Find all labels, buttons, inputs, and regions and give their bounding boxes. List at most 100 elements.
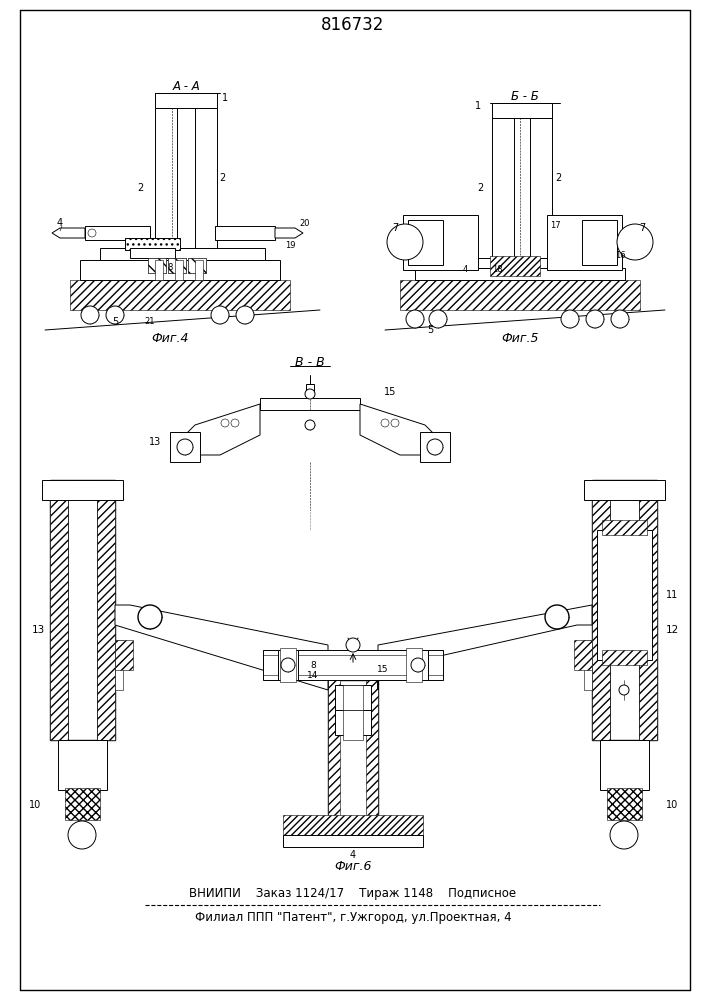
Text: 5: 5 (112, 317, 118, 327)
Polygon shape (70, 280, 290, 310)
Text: 15: 15 (384, 387, 396, 397)
Bar (148, 258, 166, 273)
Bar (328, 680, 378, 825)
Bar (607, 788, 642, 820)
Bar (188, 258, 206, 273)
Circle shape (305, 389, 315, 399)
Polygon shape (275, 228, 303, 238)
Bar (602, 520, 647, 535)
Text: 19: 19 (285, 240, 296, 249)
Bar (280, 648, 296, 682)
Bar (574, 640, 592, 670)
Text: 2: 2 (555, 173, 561, 183)
Bar (168, 258, 186, 273)
Circle shape (387, 224, 423, 260)
Circle shape (231, 419, 239, 427)
Bar (188, 258, 206, 273)
Text: 816732: 816732 (321, 16, 385, 34)
Bar (155, 93, 217, 108)
Text: 2: 2 (219, 173, 225, 183)
Text: 1: 1 (222, 93, 228, 103)
Text: Б - Б: Б - Б (511, 90, 539, 103)
Text: 14: 14 (308, 670, 319, 680)
Bar (492, 118, 514, 258)
Text: 13: 13 (31, 625, 45, 635)
Text: 4: 4 (350, 850, 356, 860)
Bar (130, 248, 175, 258)
Bar (155, 260, 163, 280)
Text: 15: 15 (378, 666, 389, 674)
Bar (406, 648, 422, 682)
Bar (50, 480, 68, 740)
Circle shape (381, 419, 389, 427)
Circle shape (221, 419, 229, 427)
Circle shape (545, 605, 569, 629)
Circle shape (346, 638, 360, 652)
Text: А - А: А - А (173, 80, 201, 93)
Circle shape (611, 310, 629, 328)
Bar (366, 680, 378, 825)
Circle shape (177, 439, 193, 455)
Text: Филиал ППП "Патент", г.Ужгород, ул.Проектная, 4: Филиал ППП "Патент", г.Ужгород, ул.Проек… (194, 912, 511, 924)
Text: 2: 2 (137, 183, 143, 193)
Bar (435, 258, 605, 268)
Bar (415, 268, 625, 280)
Bar (323, 655, 383, 675)
Bar (195, 108, 217, 248)
Bar (592, 480, 610, 740)
Bar (100, 248, 265, 260)
Text: Фиг.4: Фиг.4 (151, 332, 189, 344)
Bar (492, 103, 552, 118)
Text: 7: 7 (639, 223, 645, 233)
Bar (283, 835, 423, 847)
Bar (306, 384, 314, 392)
Bar (278, 650, 298, 680)
Circle shape (586, 310, 604, 328)
Bar (115, 640, 133, 670)
Bar (215, 226, 275, 240)
Text: 20: 20 (300, 219, 310, 228)
Circle shape (81, 306, 99, 324)
Circle shape (610, 821, 638, 849)
Bar (602, 650, 647, 665)
Bar (547, 215, 622, 270)
Text: 18: 18 (491, 265, 502, 274)
Bar (58, 740, 107, 790)
Polygon shape (52, 228, 85, 238)
Text: 5: 5 (427, 325, 433, 335)
Bar (403, 215, 478, 270)
Text: Фиг.6: Фиг.6 (334, 860, 372, 874)
Circle shape (305, 420, 315, 430)
Bar (85, 226, 150, 240)
Bar (283, 815, 423, 837)
Text: 16: 16 (614, 250, 625, 259)
Text: 8: 8 (310, 660, 316, 670)
Bar (408, 650, 428, 680)
Text: 8: 8 (168, 262, 173, 271)
Bar (168, 258, 186, 273)
Circle shape (427, 439, 443, 455)
Text: 7: 7 (392, 223, 398, 233)
Text: 2: 2 (477, 183, 483, 193)
Circle shape (429, 310, 447, 328)
Text: 10: 10 (666, 800, 678, 810)
Text: 4: 4 (462, 265, 467, 274)
Text: 11: 11 (666, 590, 678, 600)
Bar (408, 220, 443, 265)
Text: 17: 17 (549, 221, 561, 230)
Text: 4: 4 (57, 218, 63, 228)
Circle shape (281, 658, 295, 672)
Text: 12: 12 (665, 625, 679, 635)
Bar (125, 238, 180, 250)
Polygon shape (115, 605, 328, 690)
Text: В - В: В - В (295, 356, 325, 368)
Bar (42, 480, 123, 500)
Bar (263, 650, 443, 680)
Bar (148, 258, 166, 273)
Bar (582, 220, 617, 265)
Text: 21: 21 (145, 318, 156, 326)
Bar (175, 260, 183, 280)
Text: Фиг.5: Фиг.5 (501, 332, 539, 344)
Circle shape (236, 306, 254, 324)
Circle shape (88, 229, 96, 237)
